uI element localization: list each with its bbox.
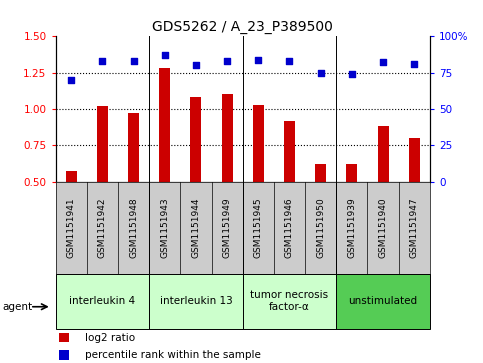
Text: interleukin 4: interleukin 4: [69, 296, 135, 306]
Point: [223, 58, 231, 64]
Bar: [59, 333, 70, 342]
Text: GSM1151942: GSM1151942: [98, 197, 107, 258]
Text: log2 ratio: log2 ratio: [85, 333, 136, 343]
Bar: [222, 94, 233, 182]
Point: [379, 60, 387, 65]
Bar: [149, 274, 242, 329]
Bar: [242, 274, 336, 329]
Point: [192, 62, 200, 68]
Bar: [128, 113, 139, 182]
Text: interleukin 13: interleukin 13: [159, 296, 232, 306]
Text: GSM1151948: GSM1151948: [129, 197, 138, 258]
Bar: [66, 171, 77, 182]
Text: tumor necrosis
factor-α: tumor necrosis factor-α: [251, 290, 328, 312]
Point: [99, 58, 106, 64]
Bar: [346, 164, 357, 182]
Text: GSM1151945: GSM1151945: [254, 197, 263, 258]
Bar: [190, 97, 201, 182]
Text: unstimulated: unstimulated: [349, 296, 418, 306]
Bar: [409, 138, 420, 182]
Point: [161, 52, 169, 58]
Text: GSM1151939: GSM1151939: [347, 197, 356, 258]
Text: GSM1151941: GSM1151941: [67, 197, 76, 258]
Point: [285, 58, 293, 64]
Bar: [56, 274, 149, 329]
Bar: [253, 105, 264, 182]
Text: GSM1151943: GSM1151943: [160, 197, 169, 258]
Text: GSM1151944: GSM1151944: [191, 197, 200, 258]
Point: [411, 61, 418, 67]
Text: GSM1151949: GSM1151949: [223, 197, 232, 258]
Point: [317, 70, 325, 76]
Point: [129, 58, 137, 64]
Text: agent: agent: [2, 302, 32, 312]
Bar: [315, 164, 326, 182]
Text: GSM1151946: GSM1151946: [285, 197, 294, 258]
Text: percentile rank within the sample: percentile rank within the sample: [85, 350, 261, 360]
Point: [255, 57, 262, 62]
Text: GSM1151940: GSM1151940: [379, 197, 387, 258]
Text: GSM1151950: GSM1151950: [316, 197, 325, 258]
Bar: [284, 121, 295, 182]
Bar: [378, 126, 388, 182]
Point: [67, 77, 75, 83]
Point: [348, 71, 356, 77]
Bar: [59, 350, 70, 359]
Title: GDS5262 / A_23_P389500: GDS5262 / A_23_P389500: [152, 20, 333, 34]
Bar: [159, 68, 170, 182]
Text: GSM1151947: GSM1151947: [410, 197, 419, 258]
Bar: [336, 274, 430, 329]
Bar: [97, 106, 108, 182]
